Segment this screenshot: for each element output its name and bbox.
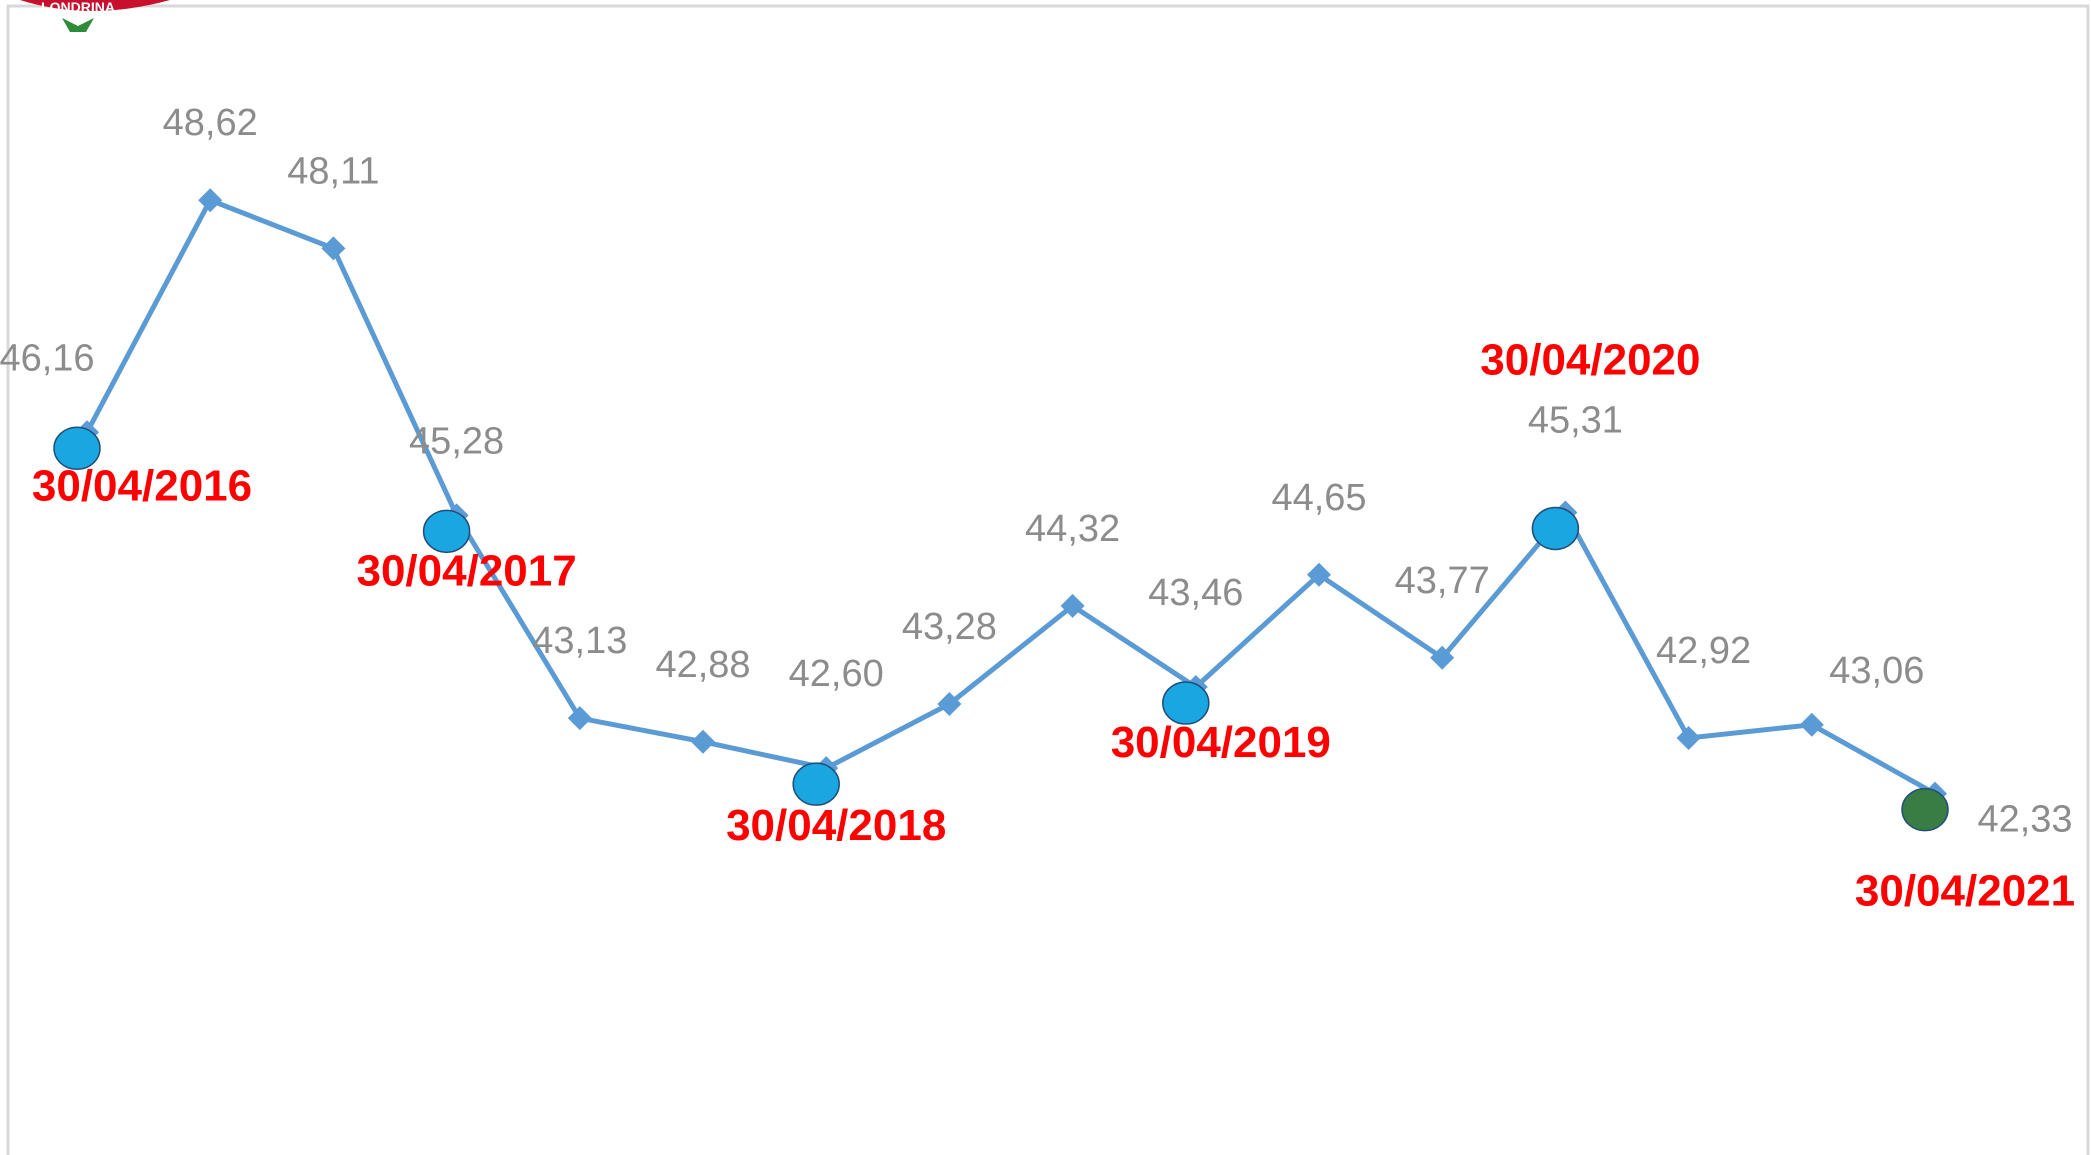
line: [84, 197, 1937, 796]
highlight-marker: [422, 509, 471, 554]
marker: [1430, 645, 1455, 670]
date-label: 30/04/2017: [356, 546, 576, 595]
svg-text:LONDRINA: LONDRINA: [41, 0, 115, 15]
marker: [321, 236, 346, 261]
marker: [937, 692, 962, 717]
value-label: 43,28: [902, 606, 997, 648]
date-label: 30/04/2016: [32, 461, 252, 510]
marker: [691, 729, 715, 754]
highlight-marker: [1531, 506, 1580, 551]
marker: [567, 706, 592, 731]
logo: LONDRINA: [20, 0, 170, 32]
value-label: 45,31: [1528, 399, 1623, 441]
date-label: 30/04/2021: [1855, 867, 2075, 916]
value-label: 45,28: [409, 420, 504, 462]
value-label: 42,88: [655, 644, 750, 686]
value-label: 43,06: [1829, 650, 1924, 692]
marker: [198, 188, 223, 213]
value-label: 44,65: [1271, 477, 1366, 519]
value-label: 42,60: [789, 653, 884, 695]
value-label: 46,16: [0, 337, 95, 379]
marker: [1676, 725, 1701, 750]
highlight-marker: [1901, 787, 1949, 832]
marker: [1307, 562, 1331, 587]
highlight-marker: [53, 426, 101, 471]
marker: [1799, 712, 1824, 737]
value-label: 44,32: [1025, 508, 1120, 550]
value-label: 43,46: [1148, 572, 1243, 614]
date-label: 30/04/2020: [1480, 335, 1700, 384]
frame: [6, 4, 2090, 1155]
value-label: 42,33: [1977, 799, 2072, 841]
value-label: 43,77: [1395, 560, 1490, 602]
marker: [1060, 593, 1085, 618]
date-label: 30/04/2019: [1111, 718, 1331, 767]
value-label: 48,62: [163, 102, 258, 144]
highlight-marker: [1162, 681, 1210, 725]
value-label: 48,11: [287, 150, 379, 192]
value-label: 42,92: [1656, 630, 1751, 672]
value-label: 43,13: [532, 620, 627, 662]
date-label: 30/04/2018: [726, 801, 946, 850]
highlight-marker: [792, 762, 840, 806]
